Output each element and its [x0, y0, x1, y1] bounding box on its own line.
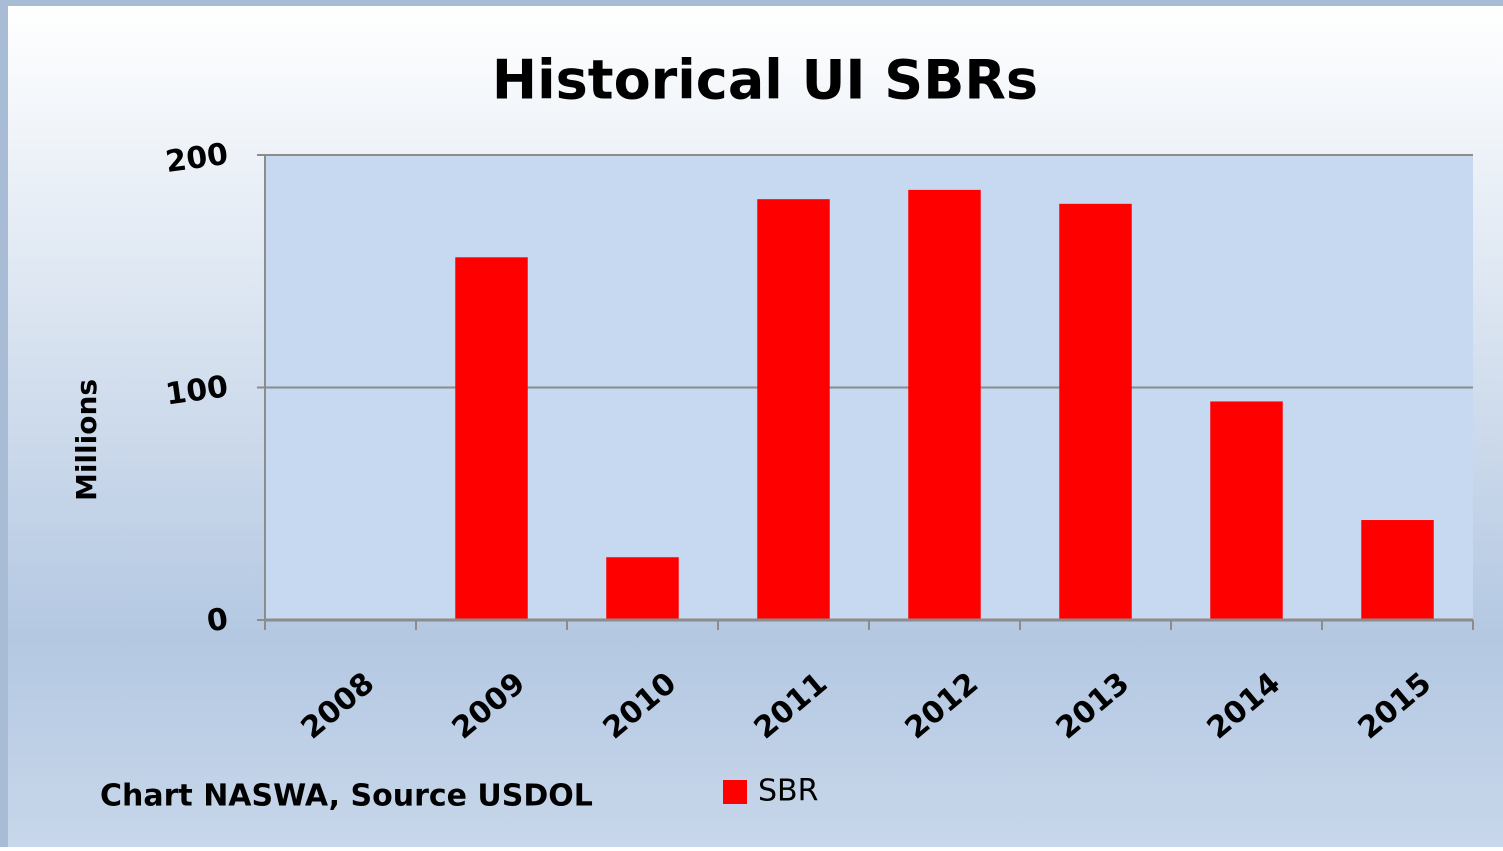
legend-label: SBR: [758, 774, 818, 809]
y-tick-label: 100: [163, 369, 230, 412]
bar: [1361, 520, 1434, 620]
bar: [757, 199, 830, 621]
source-note: Chart NASWA, Source USDOL: [100, 779, 593, 814]
bar: [455, 257, 528, 620]
y-axis-label: Millions: [70, 379, 103, 501]
legend-swatch: [723, 780, 747, 804]
bar: [1059, 203, 1132, 620]
bar: [1210, 401, 1283, 620]
y-tick-label: 200: [163, 137, 230, 180]
bar: [606, 557, 679, 620]
chart-title: Historical UI SBRs: [492, 49, 1038, 112]
bar: [908, 189, 981, 620]
y-tick-label: 0: [205, 602, 231, 640]
